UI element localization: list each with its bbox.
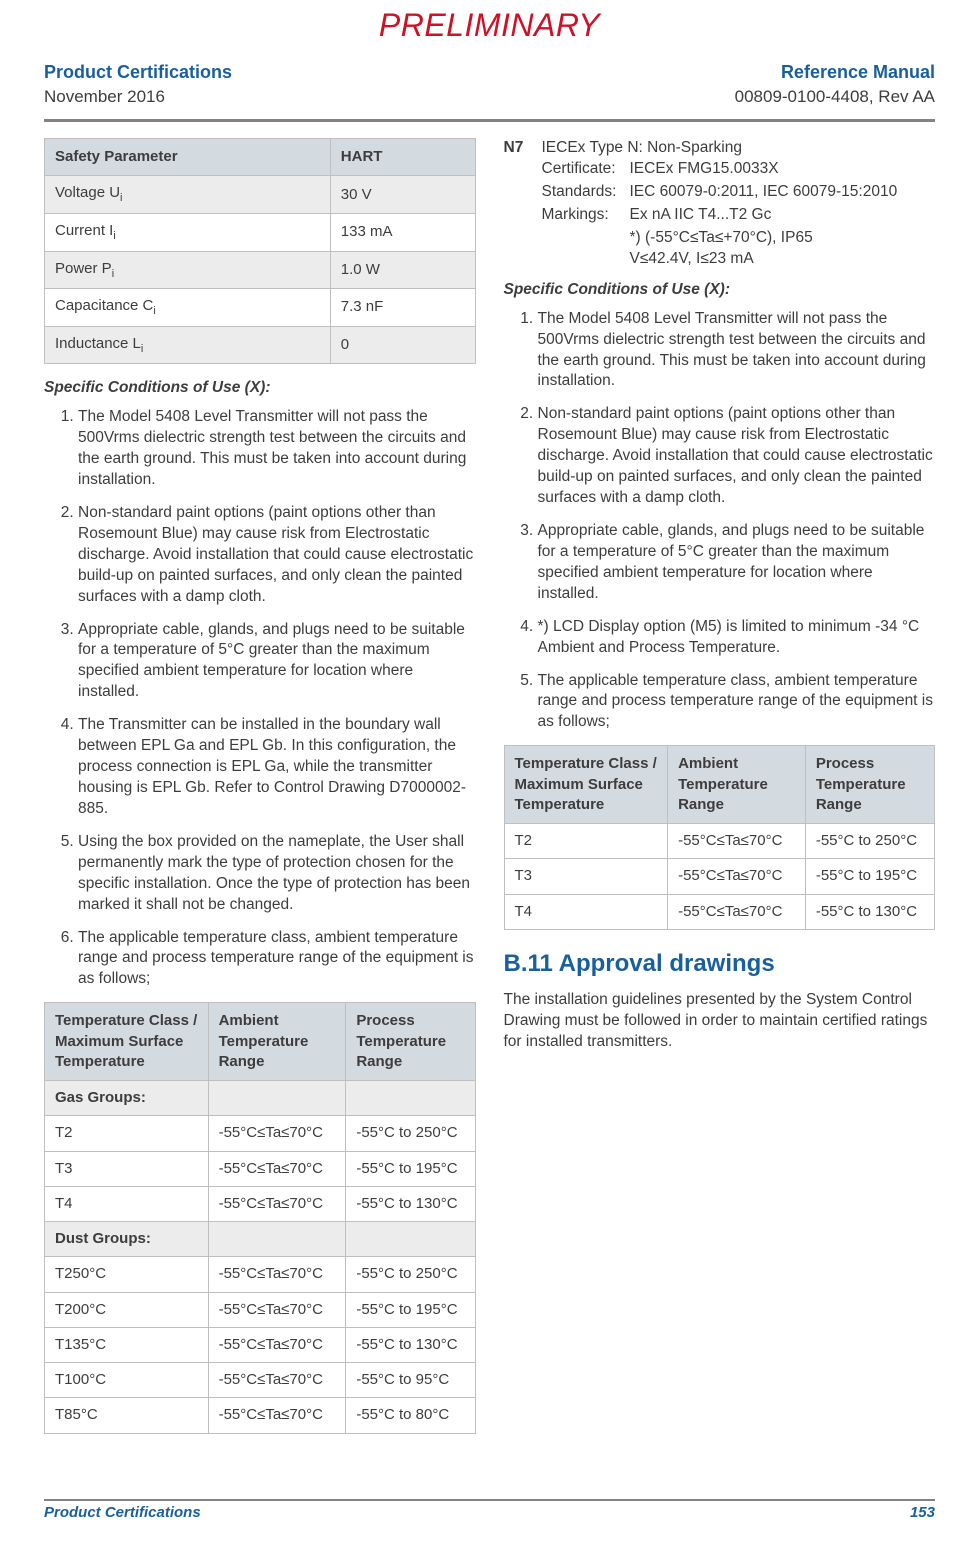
temp-th-0: Temperature Class / Maximum Surface Temp… <box>45 1003 209 1081</box>
list-item: The applicable temperature class, ambien… <box>538 671 936 734</box>
list-item: Appropriate cable, glands, and plugs nee… <box>78 620 476 704</box>
list-item: The applicable temperature class, ambien… <box>78 928 476 991</box>
left-column: Safety Parameter HART Voltage Ui30 V Cur… <box>44 138 476 1447</box>
n7-mark-l1: Ex nA IIC T4...T2 Gc <box>630 205 772 226</box>
left-conditions-heading: Specific Conditions of Use (X): <box>44 378 476 399</box>
list-item: The Model 5408 Level Transmitter will no… <box>78 407 476 491</box>
list-item: Non-standard paint options (paint option… <box>78 503 476 608</box>
n7-mark-label: Markings: <box>542 205 630 226</box>
n7-cert-value: IECEx FMG15.0033X <box>630 159 779 180</box>
n7-cert-label: Certificate: <box>542 159 630 180</box>
content-columns: Safety Parameter HART Voltage Ui30 V Cur… <box>0 122 979 1447</box>
n7-title: IECEx Type N: Non-Sparking <box>542 139 742 156</box>
header-left-sub: November 2016 <box>44 86 232 109</box>
table-row: Current Ii133 mA <box>45 214 476 252</box>
n7-tag: N7 <box>504 138 524 159</box>
safety-th-0: Safety Parameter <box>45 139 331 176</box>
section-b11-paragraph: The installation guidelines presented by… <box>504 990 936 1053</box>
right-temperature-table: Temperature Class / Maximum Surface Temp… <box>504 745 936 930</box>
n7-std-label: Standards: <box>542 182 630 203</box>
temp-th-1: Ambient Temperature Range <box>208 1003 346 1081</box>
table-row: T250°C-55°C≤Ta≤70°C-55°C to 250°C <box>45 1257 476 1292</box>
footer-page-number: 153 <box>910 1503 935 1523</box>
list-item: Appropriate cable, glands, and plugs nee… <box>538 521 936 605</box>
header-right-sub: 00809-0100-4408, Rev AA <box>735 86 935 109</box>
table-row: T135°C-55°C≤Ta≤70°C-55°C to 130°C <box>45 1327 476 1362</box>
section-b11-heading: B.11 Approval drawings <box>504 948 936 980</box>
table-row: T2-55°C≤Ta≤70°C-55°C to 250°C <box>504 824 935 859</box>
table-row: Power Pi1.0 W <box>45 251 476 289</box>
right-conditions-list: The Model 5408 Level Transmitter will no… <box>504 309 936 734</box>
header-left-title: Product Certifications <box>44 60 232 84</box>
list-item: *) LCD Display option (M5) is limited to… <box>538 617 936 659</box>
n7-block: N7 IECEx Type N: Non-Sparking Certificate… <box>504 138 936 270</box>
left-temperature-table: Temperature Class / Maximum Surface Temp… <box>44 1002 476 1433</box>
table-row: T3-55°C≤Ta≤70°C-55°C to 195°C <box>504 859 935 894</box>
temp-th-2: Process Temperature Range <box>805 746 934 824</box>
table-row: T4-55°C≤Ta≤70°C-55°C to 130°C <box>504 894 935 929</box>
temp-th-0: Temperature Class / Maximum Surface Temp… <box>504 746 668 824</box>
n7-mark-l3: V≤42.4V, I≤23 mA <box>630 249 936 270</box>
table-row: T3-55°C≤Ta≤70°C-55°C to 195°C <box>45 1151 476 1186</box>
table-row: T4-55°C≤Ta≤70°C-55°C to 130°C <box>45 1186 476 1221</box>
list-item: Using the box provided on the nameplate,… <box>78 832 476 916</box>
table-row: T2-55°C≤Ta≤70°C-55°C to 250°C <box>45 1116 476 1151</box>
header-left: Product Certifications November 2016 <box>44 60 232 109</box>
list-item: The Model 5408 Level Transmitter will no… <box>538 309 936 393</box>
table-row: Dust Groups: <box>45 1222 476 1257</box>
header-right-title: Reference Manual <box>735 60 935 84</box>
table-row: Voltage Ui30 V <box>45 176 476 214</box>
table-row: Gas Groups: <box>45 1081 476 1116</box>
table-row: Capacitance Ci7.3 nF <box>45 289 476 327</box>
list-item: Non-standard paint options (paint option… <box>538 404 936 509</box>
safety-parameter-table: Safety Parameter HART Voltage Ui30 V Cur… <box>44 138 476 364</box>
right-conditions-heading: Specific Conditions of Use (X): <box>504 280 936 301</box>
watermark-text: PRELIMINARY <box>0 4 979 47</box>
left-conditions-list: The Model 5408 Level Transmitter will no… <box>44 407 476 990</box>
safety-th-1: HART <box>330 139 475 176</box>
table-row: Inductance Li0 <box>45 326 476 364</box>
list-item: The Transmitter can be installed in the … <box>78 715 476 820</box>
right-column: N7 IECEx Type N: Non-Sparking Certificate… <box>504 138 936 1447</box>
temp-th-1: Ambient Temperature Range <box>668 746 806 824</box>
footer-left: Product Certifications <box>44 1503 201 1523</box>
header-right: Reference Manual 00809-0100-4408, Rev AA <box>735 60 935 109</box>
table-row: T85°C-55°C≤Ta≤70°C-55°C to 80°C <box>45 1398 476 1433</box>
n7-mark-l2: *) (-55°C≤Ta≤+70°C), IP65 <box>630 228 936 249</box>
table-row: T200°C-55°C≤Ta≤70°C-55°C to 195°C <box>45 1292 476 1327</box>
table-row: T100°C-55°C≤Ta≤70°C-55°C to 95°C <box>45 1363 476 1398</box>
temp-th-2: Process Temperature Range <box>346 1003 475 1081</box>
page-footer: Product Certifications 153 <box>44 1499 935 1523</box>
n7-std-value: IEC 60079-0:2011, IEC 60079-15:2010 <box>630 182 898 203</box>
